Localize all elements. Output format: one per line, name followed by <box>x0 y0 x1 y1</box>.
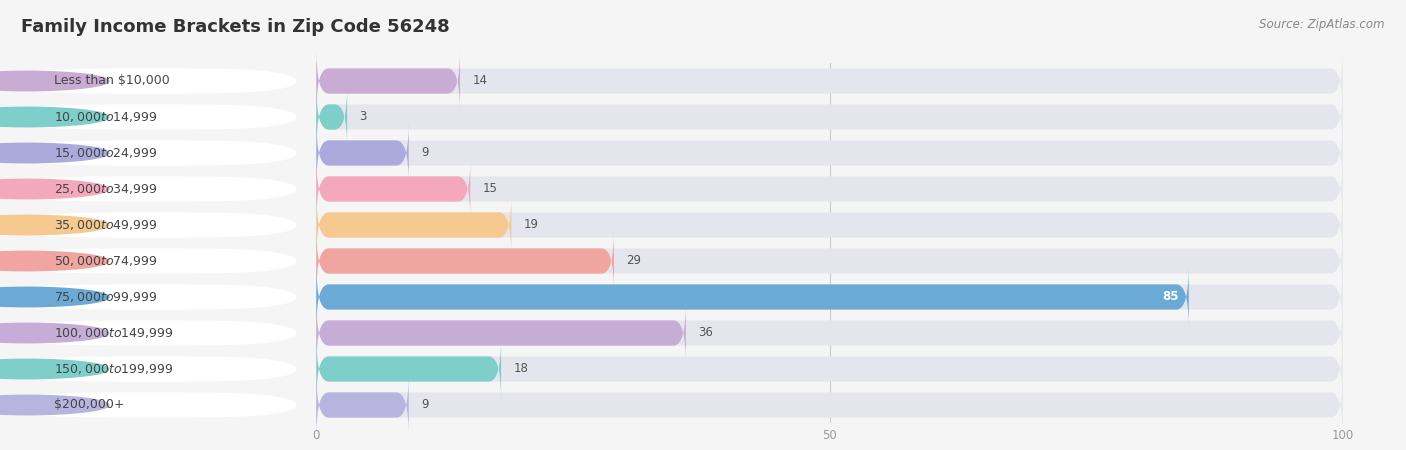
FancyBboxPatch shape <box>6 392 297 418</box>
Text: $50,000 to $74,999: $50,000 to $74,999 <box>55 254 157 268</box>
Text: 3: 3 <box>360 111 367 123</box>
Text: $35,000 to $49,999: $35,000 to $49,999 <box>55 218 157 232</box>
Text: Less than $10,000: Less than $10,000 <box>55 75 170 87</box>
FancyBboxPatch shape <box>316 86 1343 148</box>
FancyBboxPatch shape <box>316 302 686 364</box>
FancyBboxPatch shape <box>316 230 1343 292</box>
Text: $75,000 to $99,999: $75,000 to $99,999 <box>55 290 157 304</box>
FancyBboxPatch shape <box>316 374 409 436</box>
FancyBboxPatch shape <box>6 356 297 382</box>
FancyBboxPatch shape <box>6 212 297 238</box>
Circle shape <box>0 143 108 163</box>
Circle shape <box>0 395 108 415</box>
Circle shape <box>0 359 108 379</box>
Text: 9: 9 <box>420 147 429 159</box>
FancyBboxPatch shape <box>316 230 614 292</box>
FancyBboxPatch shape <box>316 86 347 148</box>
FancyBboxPatch shape <box>316 122 409 184</box>
Text: $200,000+: $200,000+ <box>55 399 125 411</box>
Circle shape <box>0 107 108 127</box>
Circle shape <box>0 179 108 199</box>
FancyBboxPatch shape <box>6 104 297 130</box>
FancyBboxPatch shape <box>316 50 1343 112</box>
FancyBboxPatch shape <box>6 68 297 94</box>
FancyBboxPatch shape <box>6 176 297 202</box>
Text: $25,000 to $34,999: $25,000 to $34,999 <box>55 182 157 196</box>
Text: $150,000 to $199,999: $150,000 to $199,999 <box>55 362 174 376</box>
FancyBboxPatch shape <box>316 374 1343 436</box>
FancyBboxPatch shape <box>316 158 1343 220</box>
FancyBboxPatch shape <box>316 194 1343 256</box>
FancyBboxPatch shape <box>316 338 501 400</box>
Text: $100,000 to $149,999: $100,000 to $149,999 <box>55 326 174 340</box>
Circle shape <box>0 287 108 307</box>
Text: 15: 15 <box>482 183 498 195</box>
Circle shape <box>0 71 108 91</box>
FancyBboxPatch shape <box>316 266 1343 328</box>
FancyBboxPatch shape <box>6 140 297 166</box>
FancyBboxPatch shape <box>316 194 512 256</box>
FancyBboxPatch shape <box>316 338 1343 400</box>
Text: 29: 29 <box>626 255 641 267</box>
Text: 18: 18 <box>513 363 529 375</box>
FancyBboxPatch shape <box>6 320 297 346</box>
Text: Source: ZipAtlas.com: Source: ZipAtlas.com <box>1260 18 1385 31</box>
FancyBboxPatch shape <box>316 266 1189 328</box>
Text: 19: 19 <box>523 219 538 231</box>
Text: 85: 85 <box>1161 291 1178 303</box>
FancyBboxPatch shape <box>316 158 470 220</box>
Text: Family Income Brackets in Zip Code 56248: Family Income Brackets in Zip Code 56248 <box>21 18 450 36</box>
Text: 14: 14 <box>472 75 488 87</box>
FancyBboxPatch shape <box>316 122 1343 184</box>
Circle shape <box>0 323 108 343</box>
Circle shape <box>0 215 108 235</box>
FancyBboxPatch shape <box>6 248 297 274</box>
Text: 36: 36 <box>699 327 713 339</box>
Circle shape <box>0 251 108 271</box>
Text: $15,000 to $24,999: $15,000 to $24,999 <box>55 146 157 160</box>
FancyBboxPatch shape <box>6 284 297 310</box>
FancyBboxPatch shape <box>316 50 460 112</box>
FancyBboxPatch shape <box>316 302 1343 364</box>
Text: $10,000 to $14,999: $10,000 to $14,999 <box>55 110 157 124</box>
Text: 9: 9 <box>420 399 429 411</box>
